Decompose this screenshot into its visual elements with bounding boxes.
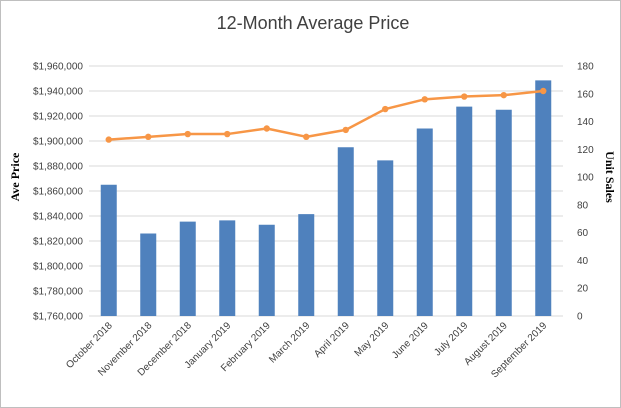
y-axis-title: Ave Price [8,152,22,201]
series-line [108,89,544,141]
bar [495,109,512,316]
y-tick-label: $1,860,000 [33,187,83,198]
line-point [263,125,270,132]
y-tick-label: $1,880,000 [33,162,83,173]
chart-title: 12-Month Average Price [217,13,410,33]
y2-tick-label: 20 [577,284,589,295]
line-point [303,133,310,141]
bar [179,221,196,316]
y2-tick-label: 100 [577,173,594,184]
y-tick-label: $1,800,000 [33,262,83,273]
line-point [461,93,468,100]
y-tick-label: $1,840,000 [33,212,83,223]
line-point [382,105,389,113]
y2-tick-label: 60 [577,228,589,239]
x-tick-label: May 2019 [353,320,392,359]
y-tick-label: $1,900,000 [33,137,83,148]
bar [456,106,473,316]
bar [377,160,394,316]
line-point [105,136,112,143]
line-point [145,133,152,141]
line-point [184,130,191,138]
bar [140,233,157,316]
y2-tick-label: 0 [577,312,583,323]
x-tick-label: March 2019 [267,320,312,365]
x-tick-label: April 2019 [312,320,352,360]
bar [337,147,354,316]
left-axis-ticks: $1,760,000 $1,780,000 $1,800,000 $1,820,000… [33,62,83,323]
y-tick-label: $1,780,000 [33,287,83,298]
right-axis-ticks: 0 20 40 60 80 100 120 140 160 180 [577,62,594,323]
y2-tick-label: 180 [577,62,594,73]
y2-tick-label: 80 [577,200,589,211]
y-tick-label: $1,920,000 [33,112,83,123]
y2-tick-label: 140 [577,117,594,128]
y2-tick-label: 40 [577,256,589,267]
bar [100,184,117,316]
y2-tick-label: 120 [577,145,594,156]
line-point [421,96,428,103]
line-point [224,130,231,138]
bar [416,128,433,316]
y-tick-label: $1,940,000 [33,87,83,98]
bar [535,80,552,316]
x-tick-label: July 2019 [432,320,470,358]
x-tick-label: June 2019 [390,320,431,361]
y2-tick-label: 160 [577,89,594,100]
y-tick-label: $1,960,000 [33,62,83,73]
line-series [105,87,547,143]
line-point [342,126,349,134]
bar [258,224,275,316]
bar [298,214,315,316]
bar-series [100,80,552,316]
y-tick-label: $1,760,000 [33,312,83,323]
line-point [500,91,507,99]
gridlines [89,65,563,317]
y2-axis-title: Unit Sales [603,151,617,203]
bar [219,220,236,316]
y-tick-label: $1,820,000 [33,237,83,248]
line-point [540,87,547,95]
